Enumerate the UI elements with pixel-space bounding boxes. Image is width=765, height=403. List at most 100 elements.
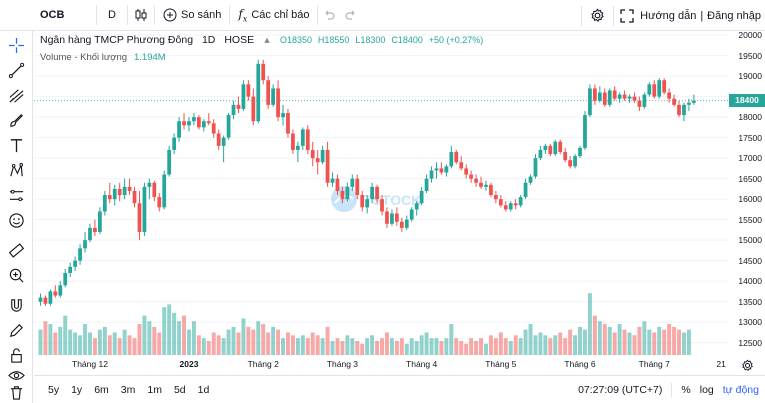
text-tool[interactable] [5, 134, 27, 156]
time-tick-label: Tháng 2 [247, 359, 279, 369]
candle-body [73, 260, 78, 267]
pattern-tool[interactable] [5, 159, 27, 181]
volume-bar [677, 329, 682, 355]
candle-body [261, 63, 266, 81]
volume-bar [315, 335, 320, 355]
volume-bar [439, 340, 444, 355]
candle-body [479, 182, 483, 187]
range-button-5y[interactable]: 5y [48, 383, 60, 396]
login-link[interactable]: Đăng nhập [707, 9, 761, 22]
guide-link[interactable]: Hướng dẫn [640, 9, 697, 22]
indicators-label: Các chỉ báo [251, 9, 310, 21]
icon-tool[interactable] [5, 209, 27, 231]
volume-bar [652, 332, 657, 355]
volume-bar [380, 338, 385, 355]
measure-tool[interactable] [5, 239, 27, 261]
volume-bar [449, 324, 454, 355]
volume-bar [414, 340, 419, 355]
time-tick-label: Tháng 7 [638, 359, 670, 369]
candle-body [201, 121, 206, 128]
crosshair-tool[interactable] [5, 34, 27, 56]
volume-bar [102, 326, 107, 355]
plus-circle-icon [163, 8, 177, 22]
fib-tool[interactable] [5, 84, 27, 106]
price-tick-label: 17500 [738, 132, 762, 143]
candle-body [380, 199, 384, 212]
symbol-search[interactable]: OCB [0, 0, 96, 31]
range-button-1d[interactable]: 1d [197, 383, 210, 396]
interval-button[interactable]: D [97, 0, 127, 31]
axis-settings-button[interactable] [729, 355, 765, 375]
trendline-tool[interactable] [5, 59, 27, 81]
candles-icon [135, 9, 147, 21]
volume-bar [672, 326, 677, 355]
candle-body [251, 96, 256, 122]
volume-bar [399, 338, 404, 355]
clock[interactable]: 07:27:09 (UTC+7) [578, 384, 663, 396]
divider [581, 5, 583, 26]
settings-button[interactable] [582, 0, 613, 31]
volume-bar [662, 329, 667, 355]
volume-bar [142, 315, 147, 355]
stay-drawing-tool[interactable] [5, 319, 27, 341]
fullscreen-icon [620, 8, 634, 23]
divider [671, 383, 673, 397]
candle-body [102, 195, 107, 212]
auto-scale-toggle[interactable]: tự động [722, 384, 759, 396]
lock-tool[interactable] [5, 344, 27, 366]
zoom-in-icon [9, 268, 24, 283]
volume-bar [330, 340, 335, 355]
volume-bar [201, 338, 206, 355]
volume-bar [300, 335, 305, 355]
candle-body [48, 291, 53, 304]
magnet-tool[interactable] [5, 294, 27, 316]
price-chart[interactable]: TSTOCK [34, 31, 729, 375]
volume-bar [360, 343, 365, 355]
candle-body [622, 94, 627, 99]
range-button-5d[interactable]: 5d [173, 383, 186, 396]
visibility-tool[interactable] [5, 364, 27, 386]
volume-bar [167, 304, 172, 355]
range-button-1m[interactable]: 1m [147, 383, 162, 396]
volume-bar [325, 326, 330, 355]
undo-button[interactable] [318, 0, 340, 31]
candle-body [464, 168, 469, 175]
candle-body [647, 84, 652, 95]
volume-bar [488, 335, 493, 355]
delete-tool[interactable] [5, 381, 27, 403]
candle-body [553, 141, 558, 155]
prediction-tool[interactable] [5, 184, 27, 206]
time-axis[interactable]: Tháng 12 2023 Tháng 2 Tháng 3 Tháng 4 Tháng 5… [34, 355, 729, 375]
candle-body [196, 117, 201, 128]
candle-body [548, 145, 553, 155]
log-toggle[interactable]: log [699, 384, 714, 396]
zoom-tool[interactable] [5, 264, 27, 286]
volume-bar [261, 324, 266, 355]
price-axis[interactable]: 2000019500190001850018000175001700016500… [729, 30, 765, 375]
volume-bar [686, 329, 691, 355]
percent-toggle[interactable]: % [681, 384, 691, 396]
range-button-6m[interactable]: 6m [94, 383, 109, 396]
chart-type-button[interactable] [128, 0, 154, 31]
volume-bar [206, 340, 211, 355]
volume-bar [469, 338, 474, 355]
volume-bar [276, 329, 281, 355]
candle-body [489, 184, 493, 196]
candle-body [63, 272, 68, 286]
indicators-button[interactable]: fx Các chỉ báo [230, 0, 317, 31]
compare-button[interactable]: So sánh [155, 0, 229, 31]
range-button-1y[interactable]: 1y [71, 383, 83, 396]
price-tick-label: 16000 [738, 194, 762, 205]
candle-body [310, 149, 315, 159]
price-tick-label: 15000 [738, 235, 762, 246]
candle-body [484, 184, 488, 187]
fullscreen-button[interactable] [614, 0, 640, 31]
redo-button[interactable] [340, 0, 362, 31]
range-button-3m[interactable]: 3m [120, 383, 136, 396]
volume-bar [256, 321, 261, 355]
price-tick-label: 13000 [738, 317, 762, 328]
ruler-icon [8, 242, 24, 258]
brush-tool[interactable] [5, 109, 27, 131]
smiley-icon [8, 212, 24, 228]
candle-body [439, 168, 444, 173]
